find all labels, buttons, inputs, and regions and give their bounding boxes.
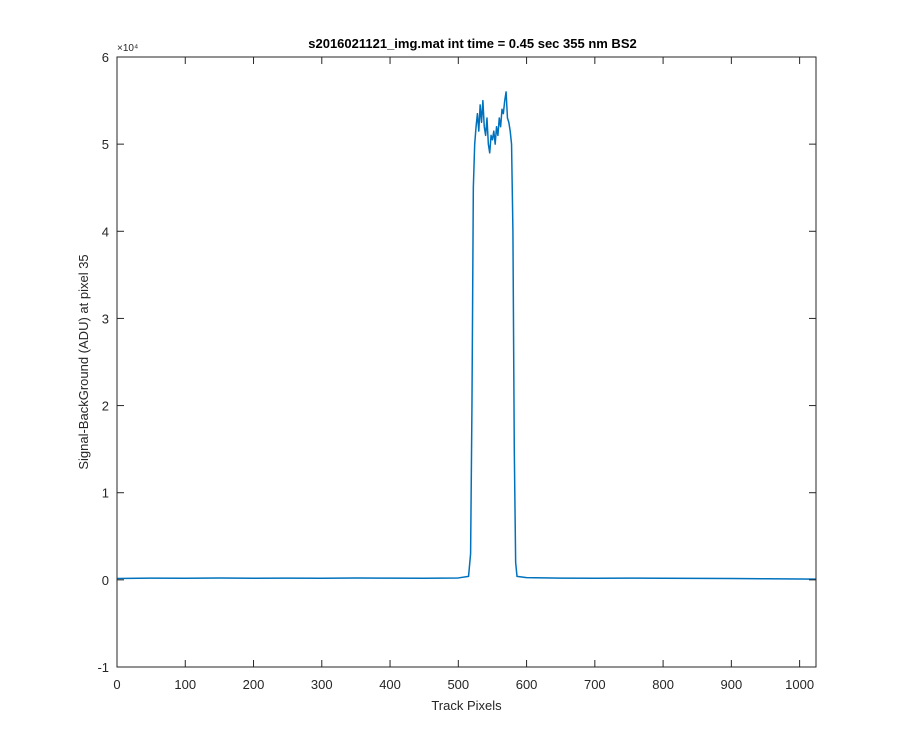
chart-title: s2016021121_img.mat int time = 0.45 sec … <box>308 36 636 51</box>
x-tick-label: 700 <box>584 677 606 692</box>
axes-box <box>116 56 817 668</box>
y-axis-exponent-label: ×10⁴ <box>117 43 138 54</box>
x-tick-label: 800 <box>652 677 674 692</box>
x-tick-label: 600 <box>516 677 538 692</box>
series-line-0 <box>116 91 817 580</box>
x-tick-label: 900 <box>721 677 743 692</box>
y-tick-label: 0 <box>102 573 109 588</box>
x-tick-label: 400 <box>379 677 401 692</box>
ticks-layer <box>116 56 816 668</box>
y-axis-title: Signal-BackGround (ADU) at pixel 35 <box>76 254 91 469</box>
series-layer <box>116 91 817 580</box>
x-tick-label: 0 <box>113 677 120 692</box>
y-tick-label: 3 <box>102 311 109 326</box>
y-tick-label: 5 <box>102 137 109 152</box>
y-tick-label: 4 <box>102 224 109 239</box>
y-tick-label: -1 <box>97 660 109 675</box>
tick-labels-layer: 0 100 200 300 400 500 600 700 800 900 1000 -1 0 1 2 3 4 5… <box>97 50 814 692</box>
x-tick-label: 1000 <box>785 677 814 692</box>
x-axis-title: Track Pixels <box>431 698 502 713</box>
x-tick-label: 300 <box>311 677 333 692</box>
x-tick-label: 200 <box>243 677 265 692</box>
y-tick-label: 2 <box>102 399 109 414</box>
y-tick-label: 6 <box>102 50 109 65</box>
x-tick-label: 100 <box>174 677 196 692</box>
y-tick-label: 1 <box>102 486 109 501</box>
x-tick-label: 500 <box>447 677 469 692</box>
plot-area <box>117 57 816 667</box>
